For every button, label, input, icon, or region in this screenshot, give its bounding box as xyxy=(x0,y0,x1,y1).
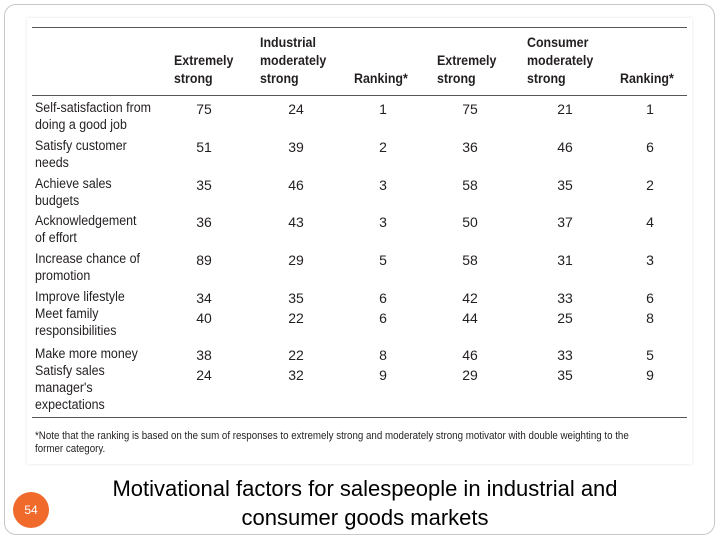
slide-caption: Motivational factors for salespeople in … xyxy=(112,476,618,530)
cell-industrial-moderately: 29 xyxy=(288,252,304,268)
cell-industrial-extremely: 89 xyxy=(196,252,212,268)
cell-consumer-ranking: 3 xyxy=(646,252,654,268)
header-consumer-ranking: Ranking* xyxy=(620,71,674,86)
cell-consumer-moderately: 31 xyxy=(557,252,573,268)
cell-consumer-moderately: 46 xyxy=(557,139,573,155)
cell-industrial-moderately: 24 xyxy=(288,101,304,117)
cell-consumer-moderately: 21 xyxy=(557,101,573,117)
cell-consumer-extremely: 50 xyxy=(462,214,478,230)
cell-consumer-moderately: 33 35 xyxy=(557,347,573,383)
cell-industrial-ranking: 2 xyxy=(379,139,387,155)
table-bottom-rule xyxy=(32,417,687,418)
row-label: Achieve sales budgets xyxy=(35,176,112,208)
header-industrial-extremely-strong: Extremely strong xyxy=(174,53,234,86)
header-industrial-moderately-strong: Industrial moderately strong xyxy=(260,35,327,86)
cell-industrial-moderately: 43 xyxy=(288,214,304,230)
cell-industrial-ranking: 1 xyxy=(379,101,387,117)
cell-consumer-ranking: 2 xyxy=(646,177,654,193)
table-header-rule xyxy=(32,95,687,96)
cell-industrial-ranking: 3 xyxy=(379,177,387,193)
cell-consumer-extremely: 75 xyxy=(462,101,478,117)
cell-consumer-extremely: 36 xyxy=(462,139,478,155)
cell-consumer-extremely: 58 xyxy=(462,252,478,268)
cell-industrial-moderately: 39 xyxy=(288,139,304,155)
cell-consumer-moderately: 35 xyxy=(557,177,573,193)
row-label: Improve lifestyle Meet family responsibi… xyxy=(35,289,125,338)
row-label: Make more money Satisfy sales manager's … xyxy=(35,346,138,412)
cell-consumer-ranking: 4 xyxy=(646,214,654,230)
cell-industrial-extremely: 38 24 xyxy=(196,347,212,383)
header-consumer-extremely-strong: Extremely strong xyxy=(437,53,497,86)
cell-consumer-ranking: 5 9 xyxy=(646,347,654,383)
cell-industrial-extremely: 36 xyxy=(196,214,212,230)
page-number-badge: 54 xyxy=(13,492,49,528)
cell-industrial-moderately: 22 32 xyxy=(288,347,304,383)
cell-industrial-ranking: 5 xyxy=(379,252,387,268)
row-label: Self-satisfaction from doing a good job xyxy=(35,100,151,132)
cell-consumer-ranking: 6 8 xyxy=(646,290,654,326)
cell-industrial-extremely: 51 xyxy=(196,139,212,155)
cell-industrial-ranking: 3 xyxy=(379,214,387,230)
row-label: Increase chance of promotion xyxy=(35,251,140,283)
cell-consumer-extremely: 46 29 xyxy=(462,347,478,383)
header-consumer-moderately-strong: Consumer moderately strong xyxy=(527,35,594,86)
cell-consumer-ranking: 1 xyxy=(646,101,654,117)
table-top-rule xyxy=(32,27,687,28)
table-footnote: *Note that the ranking is based on the s… xyxy=(35,430,629,455)
cell-consumer-extremely: 42 44 xyxy=(462,290,478,326)
cell-consumer-moderately: 33 25 xyxy=(557,290,573,326)
row-label: Satisfy customer needs xyxy=(35,138,127,170)
row-label: Acknowledgement of effort xyxy=(35,213,137,245)
header-industrial-ranking: Ranking* xyxy=(354,71,408,86)
motivation-table: Extremely strong Industrial moderately s… xyxy=(27,18,692,464)
cell-consumer-ranking: 6 xyxy=(646,139,654,155)
cell-industrial-ranking: 6 6 xyxy=(379,290,387,326)
cell-consumer-moderately: 37 xyxy=(557,214,573,230)
cell-industrial-moderately: 35 22 xyxy=(288,290,304,326)
cell-industrial-ranking: 8 9 xyxy=(379,347,387,383)
cell-industrial-extremely: 34 40 xyxy=(196,290,212,326)
cell-consumer-extremely: 58 xyxy=(462,177,478,193)
cell-industrial-moderately: 46 xyxy=(288,177,304,193)
cell-industrial-extremely: 35 xyxy=(196,177,212,193)
cell-industrial-extremely: 75 xyxy=(196,101,212,117)
